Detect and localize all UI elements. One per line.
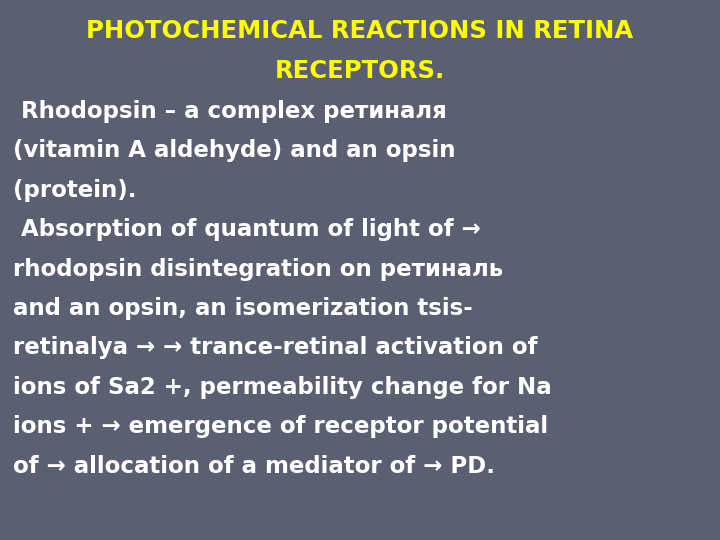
Text: of → allocation of a mediator of → PD.: of → allocation of a mediator of → PD.: [13, 455, 495, 478]
Text: (vitamin A aldehyde) and an opsin: (vitamin A aldehyde) and an opsin: [13, 139, 456, 163]
Text: Absorption of quantum of light of →: Absorption of quantum of light of →: [13, 218, 481, 241]
Text: PHOTOCHEMICAL REACTIONS IN RETINA: PHOTOCHEMICAL REACTIONS IN RETINA: [86, 19, 634, 43]
Text: Rhodopsin – a complex ретиналя: Rhodopsin – a complex ретиналя: [13, 100, 446, 123]
Text: (protein).: (protein).: [13, 179, 137, 202]
Text: RECEPTORS.: RECEPTORS.: [275, 59, 445, 83]
Text: rhodopsin disintegration on ретиналь: rhodopsin disintegration on ретиналь: [13, 258, 503, 281]
Text: ions of Sa2 +, permeability change for Na: ions of Sa2 +, permeability change for N…: [13, 376, 552, 399]
Text: ions + → emergence of receptor potential: ions + → emergence of receptor potential: [13, 415, 548, 438]
Text: and an opsin, an isomerization tsis-: and an opsin, an isomerization tsis-: [13, 297, 473, 320]
Text: retinalya → → trance-retinal activation of: retinalya → → trance-retinal activation …: [13, 336, 537, 360]
